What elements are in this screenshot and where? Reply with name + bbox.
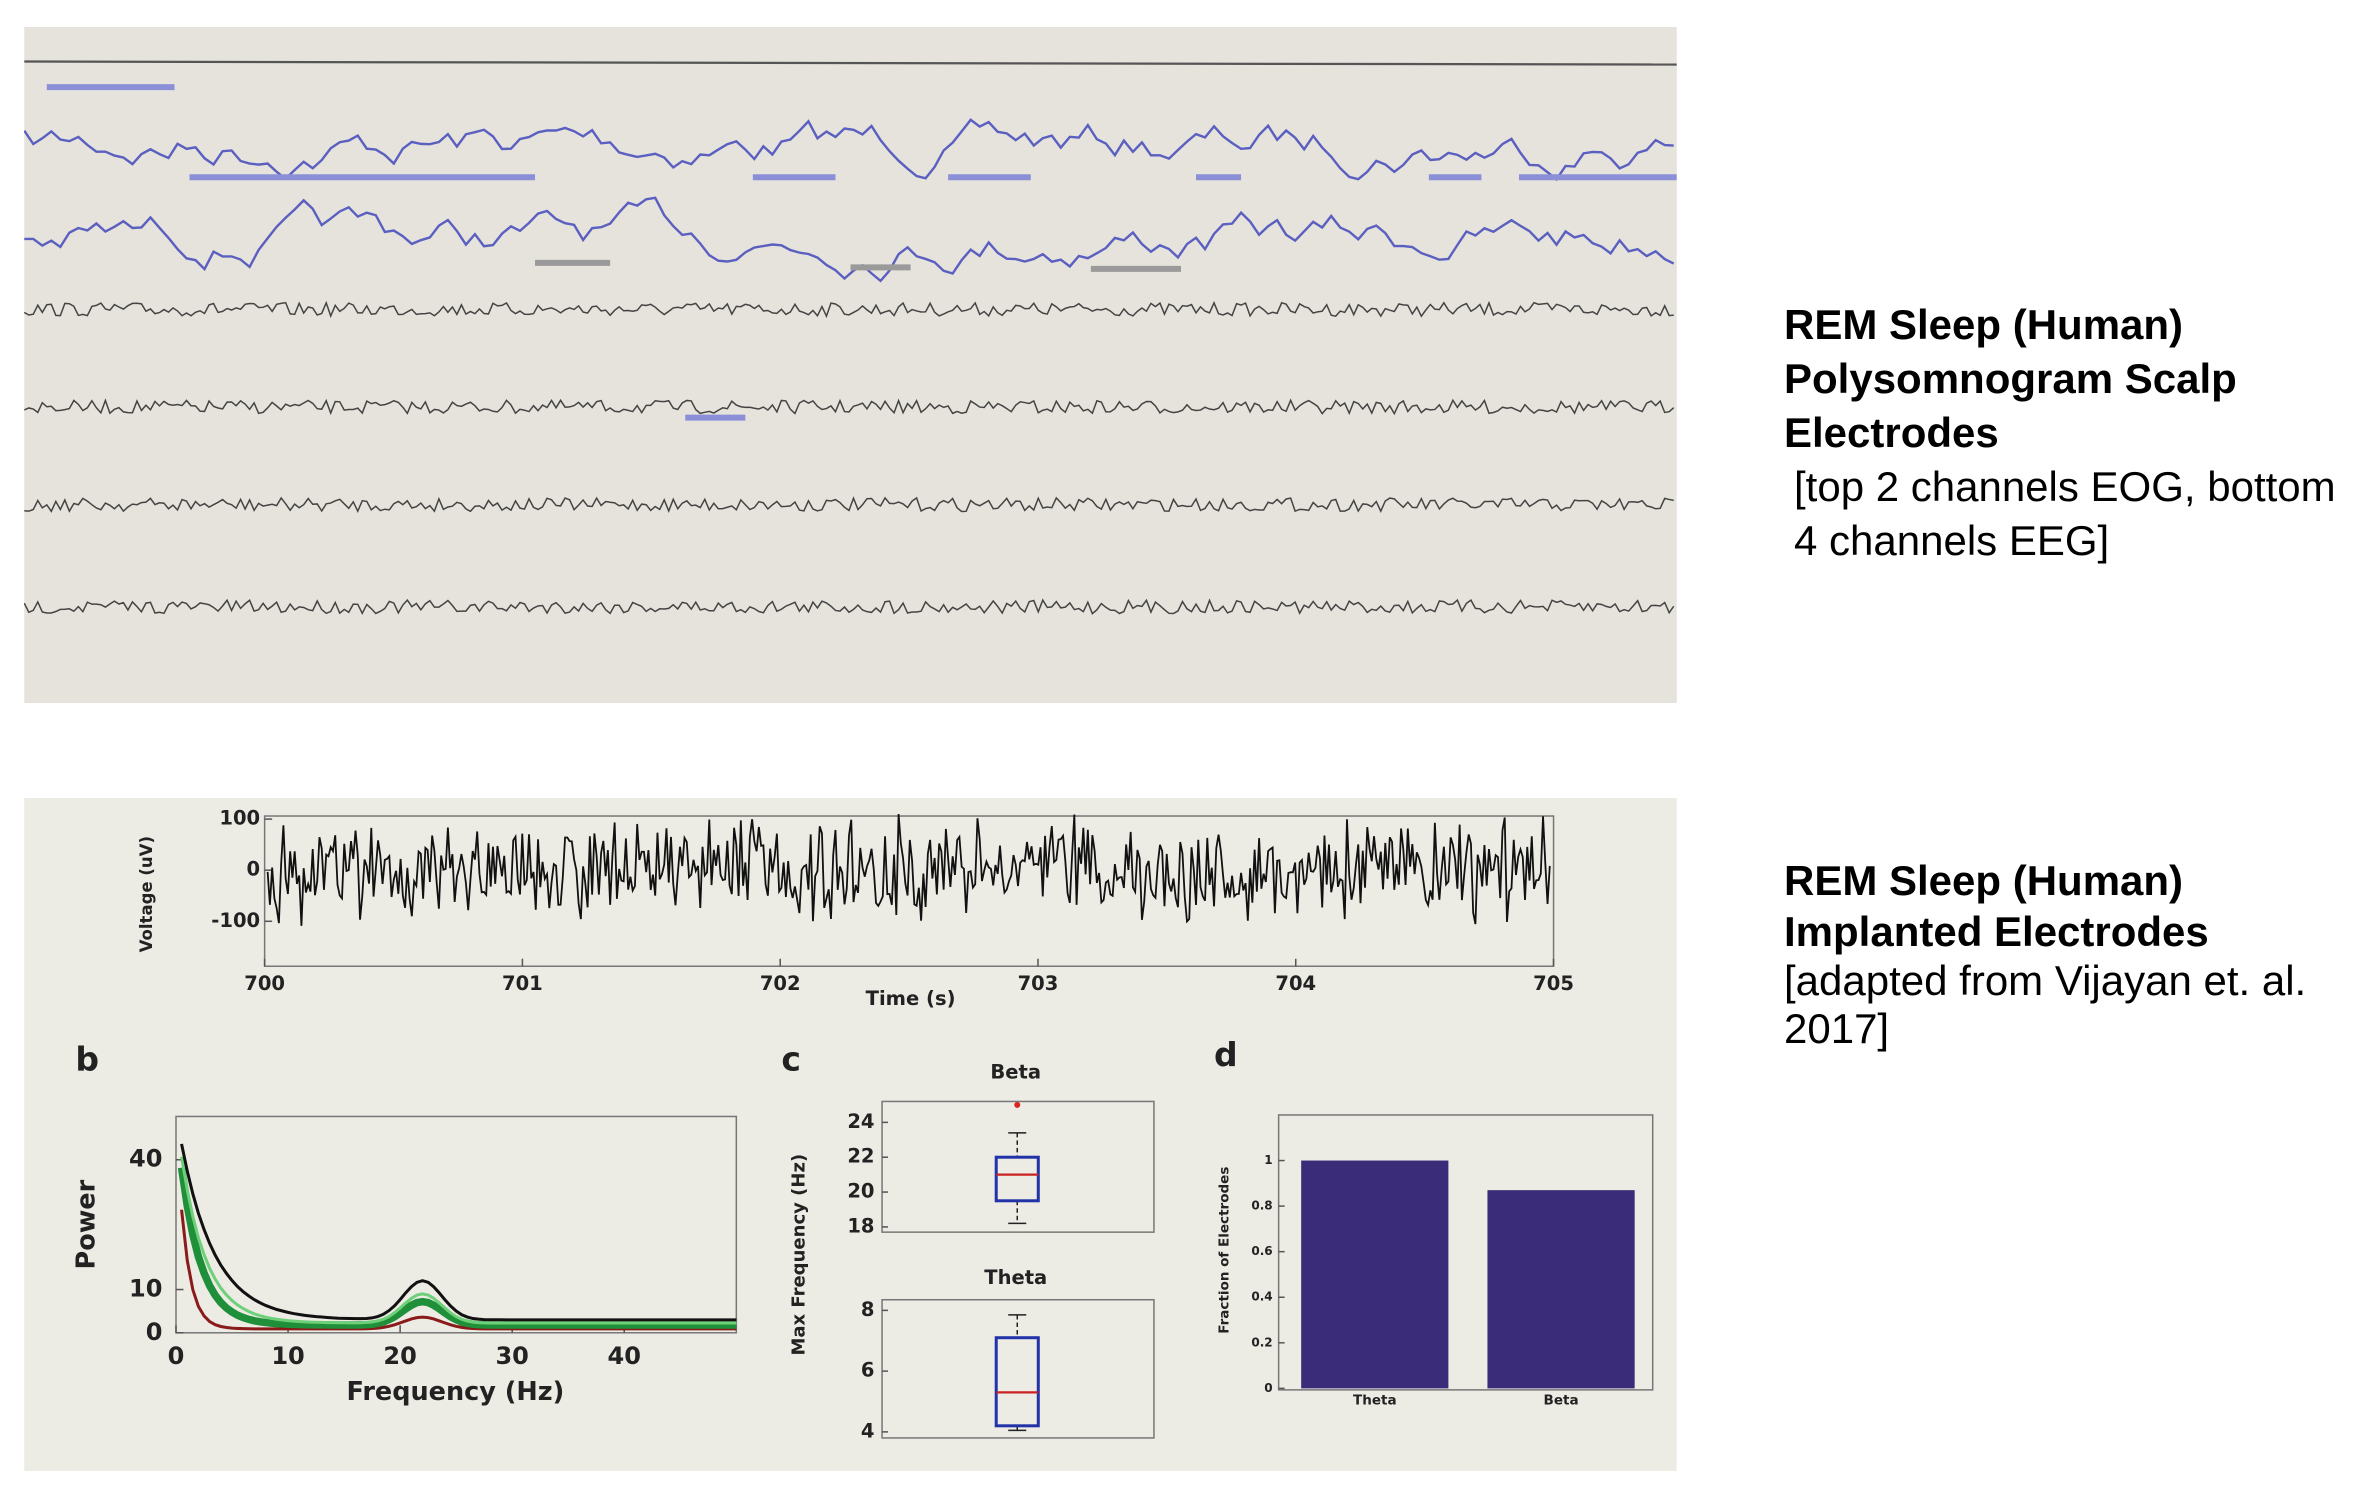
y-tick-label: -100 xyxy=(211,909,260,932)
x-tick-label: Beta xyxy=(1544,1392,1579,1408)
trace xyxy=(24,598,1675,615)
y-tick-label: 6 xyxy=(861,1359,875,1382)
y-axis-label: Max Frequency (Hz) xyxy=(788,1154,809,1356)
spectrum xyxy=(180,1143,737,1322)
panel-label: b xyxy=(75,1039,99,1078)
y-tick-label: 1 xyxy=(1264,1153,1272,1167)
plot-frame xyxy=(881,1100,1155,1233)
panel-label: c xyxy=(781,1039,801,1078)
bar xyxy=(1301,1160,1449,1389)
paper xyxy=(24,27,1677,703)
section-note: [top 2 channels EOG, bottom 4 channels E… xyxy=(1794,463,2336,564)
x-tick-label: 700 xyxy=(244,972,285,995)
voltage-trace xyxy=(266,814,1551,926)
y-tick-label: 4 xyxy=(861,1419,875,1442)
x-tick-label: 10 xyxy=(271,1342,304,1370)
x-tick-label: 40 xyxy=(608,1342,641,1370)
y-tick-label: 0 xyxy=(1264,1381,1272,1395)
trace xyxy=(24,300,1674,319)
polysomnogram-photo xyxy=(24,27,1677,703)
spectrum xyxy=(177,1167,737,1329)
trace xyxy=(24,496,1674,514)
header-rule xyxy=(24,60,1677,66)
plot-frame xyxy=(1277,1114,1654,1391)
y-tick-label: 100 xyxy=(219,807,260,830)
y-tick-label: 8 xyxy=(861,1298,875,1321)
plot-frame xyxy=(175,1115,738,1334)
x-tick-label: 0 xyxy=(168,1342,185,1370)
box-title: Theta xyxy=(984,1266,1047,1289)
y-tick-label: 0.8 xyxy=(1251,1199,1272,1213)
x-tick-label: Theta xyxy=(1353,1392,1397,1408)
y-tick-label: 10 xyxy=(129,1275,162,1303)
y-axis-label: Power xyxy=(71,1179,101,1269)
y-tick-label: 0.4 xyxy=(1251,1290,1272,1304)
y-axis-label: Voltage (uV) xyxy=(137,836,156,952)
x-tick-label: 703 xyxy=(1018,972,1059,995)
section-title: REM Sleep (Human) Implanted Electrodes xyxy=(1784,857,2209,955)
section-2: REM Sleep (Human) Implanted Electrodes [… xyxy=(1784,855,2344,1053)
section-title: REM Sleep (Human) Polysomnogram Scalp El… xyxy=(1784,301,2237,456)
section-note: [adapted from Vijayan et. al. 2017] xyxy=(1784,957,2307,1052)
box-title: Beta xyxy=(990,1060,1041,1083)
x-tick-label: 705 xyxy=(1533,972,1574,995)
y-tick-label: 20 xyxy=(847,1180,874,1203)
x-tick-label: 30 xyxy=(495,1342,528,1370)
x-axis-label: Time (s) xyxy=(866,987,956,1010)
y-tick-label: 0.2 xyxy=(1251,1335,1272,1349)
y-tick-label: 0 xyxy=(146,1318,163,1346)
y-tick-label: 18 xyxy=(847,1214,874,1237)
trace xyxy=(24,398,1675,416)
y-axis-label: Fraction of Electrodes xyxy=(1217,1167,1233,1334)
y-tick-label: 24 xyxy=(847,1110,874,1133)
y-tick-label: 40 xyxy=(129,1145,162,1173)
trace xyxy=(24,118,1674,182)
spectrum xyxy=(180,1156,737,1325)
x-tick-label: 704 xyxy=(1275,972,1316,995)
bar xyxy=(1487,1190,1635,1389)
box xyxy=(994,1155,1040,1203)
panel-label: d xyxy=(1214,1035,1238,1074)
x-tick-label: 701 xyxy=(502,972,543,995)
y-tick-label: 0 xyxy=(247,858,261,881)
outlier xyxy=(1014,1101,1021,1108)
spectrum xyxy=(180,1209,737,1331)
x-tick-label: 20 xyxy=(383,1342,416,1370)
y-tick-label: 0.6 xyxy=(1251,1244,1272,1258)
plot-frame xyxy=(263,815,1555,968)
y-tick-label: 22 xyxy=(847,1145,874,1168)
section-1: REM Sleep (Human) Polysomnogram Scalp El… xyxy=(1784,298,2344,568)
box xyxy=(994,1336,1040,1428)
trace xyxy=(24,196,1675,283)
plot-frame xyxy=(881,1298,1155,1439)
x-axis-label: Frequency (Hz) xyxy=(347,1377,565,1407)
x-tick-label: 702 xyxy=(760,972,801,995)
